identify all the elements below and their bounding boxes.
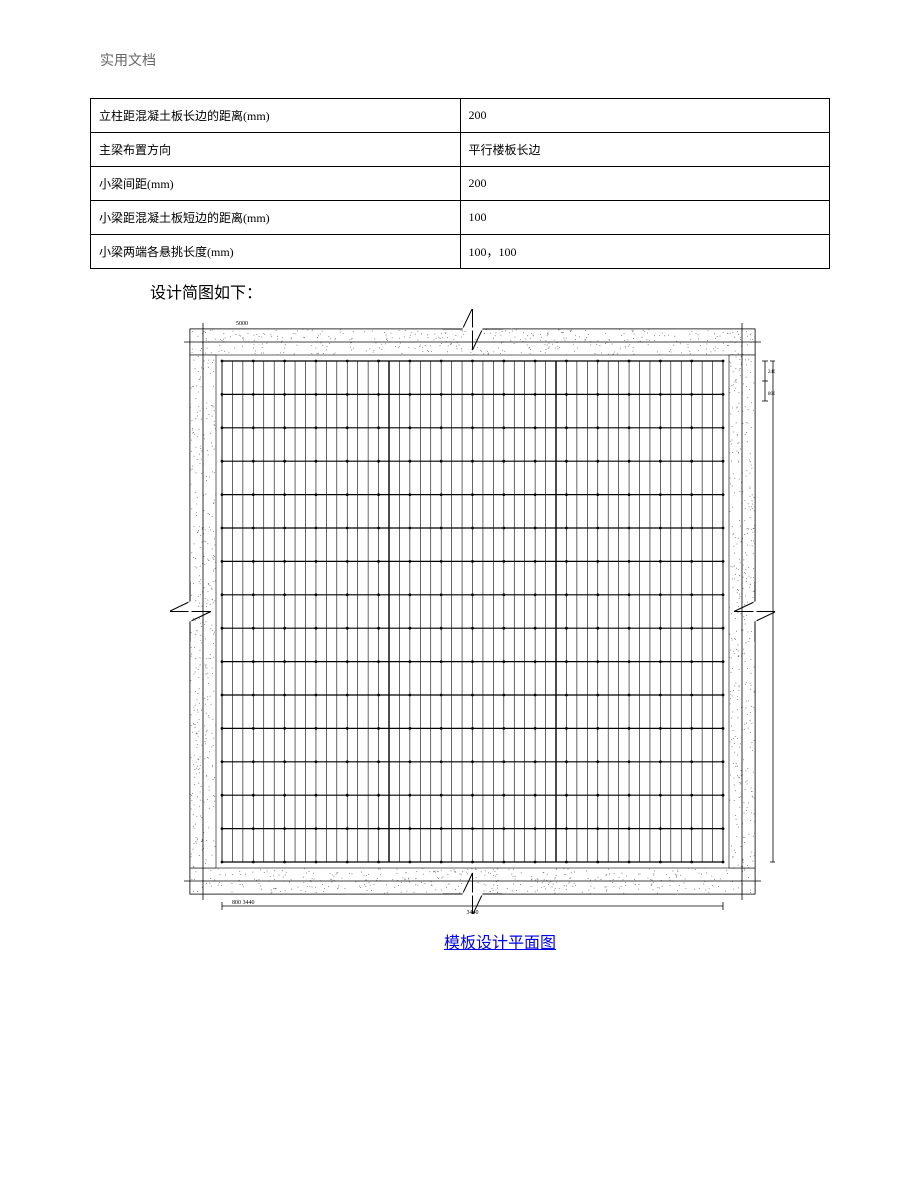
param-value: 平行楼板长边: [460, 133, 830, 167]
parameters-table: 立柱距混凝土板长边的距离(mm)200主梁布置方向平行楼板长边小梁间距(mm)2…: [90, 98, 830, 269]
table-row: 小梁距混凝土板短边的距离(mm)100: [91, 201, 830, 235]
param-value: 100: [460, 201, 830, 235]
param-value: 200: [460, 99, 830, 133]
svg-text:5000: 5000: [236, 321, 248, 327]
formwork-plan-diagram: 800 3440 3440 240 800 5000: [170, 309, 775, 914]
table-row: 主梁布置方向平行楼板长边: [91, 133, 830, 167]
sketch-section-title: 设计简图如下：: [90, 279, 830, 303]
table-row: 小梁两端各悬挑长度(mm)100，100: [91, 235, 830, 269]
document-header-text: 实用文档: [100, 54, 156, 69]
svg-text:800 3440: 800 3440: [232, 900, 255, 906]
param-label: 立柱距混凝土板长边的距离(mm): [91, 99, 461, 133]
diagram-caption: 模板设计平面图: [170, 929, 830, 953]
diagram-container: 800 3440 3440 240 800 5000 模板设计平面图: [90, 309, 830, 953]
svg-text:3440: 3440: [467, 910, 479, 914]
param-value: 100，100: [460, 235, 830, 269]
param-label: 小梁距混凝土板短边的距离(mm): [91, 201, 461, 235]
document-header: 实用文档: [90, 50, 830, 70]
param-label: 小梁间距(mm): [91, 167, 461, 201]
param-value: 200: [460, 167, 830, 201]
table-row: 小梁间距(mm)200: [91, 167, 830, 201]
table-row: 立柱距混凝土板长边的距离(mm)200: [91, 99, 830, 133]
param-label: 主梁布置方向: [91, 133, 461, 167]
param-label: 小梁两端各悬挑长度(mm): [91, 235, 461, 269]
svg-text:240: 240: [768, 370, 775, 375]
svg-text:800: 800: [768, 392, 775, 397]
